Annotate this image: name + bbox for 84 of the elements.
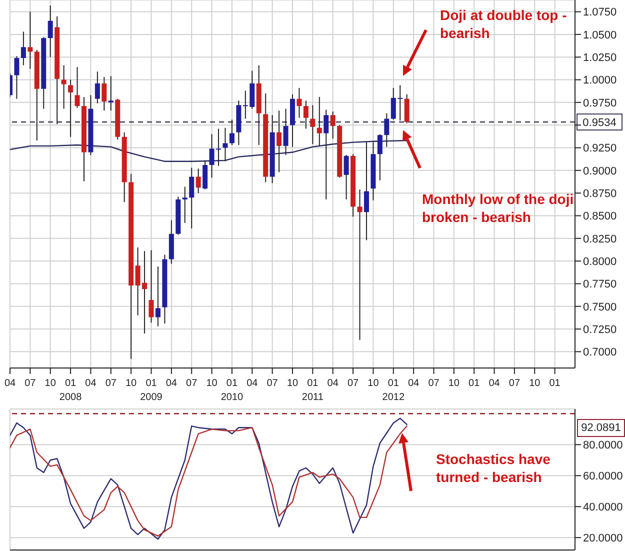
- candlestick: [94, 71, 100, 104]
- candlestick: [310, 104, 316, 145]
- y-tick-label: 0.9000: [583, 165, 617, 178]
- x-tick-label: 10: [448, 378, 460, 389]
- y-tick-label: 0.7750: [583, 278, 617, 291]
- candlestick: [155, 266, 160, 327]
- y-tick-label: 0.7000: [583, 346, 617, 359]
- candlestick: [377, 134, 382, 181]
- candlestick: [28, 11, 33, 70]
- annotation: Stochastics have turned - bearish: [436, 450, 552, 486]
- y-tick-label: 0.8250: [583, 233, 617, 246]
- x-tick-label: 04: [166, 378, 178, 389]
- y-tick-label: 0.8750: [583, 188, 617, 200]
- y-tick-label: 40.0000: [583, 502, 623, 514]
- y-tick-label: 0.9250: [583, 142, 617, 155]
- y-tick-label: 60.0000: [583, 470, 623, 483]
- y-tick-label: 1.0750: [583, 6, 617, 19]
- x-tick-label: 10: [286, 378, 298, 389]
- y-tick-label: 0.8000: [583, 256, 617, 268]
- candlestick: [330, 110, 336, 140]
- x-tick-label: 01: [549, 378, 561, 389]
- candlestick: [189, 167, 194, 229]
- y-tick-label: 0.7500: [583, 301, 617, 314]
- candlestick: [324, 109, 329, 200]
- x-tick-label: 07: [508, 378, 520, 389]
- x-tick-label: 07: [105, 378, 117, 389]
- y-tick-label: 80.0000: [583, 440, 623, 452]
- candlestick: [196, 168, 201, 194]
- candlestick: [148, 250, 154, 324]
- text: 92.0891: [577, 419, 625, 437]
- candlestick: [102, 76, 107, 112]
- x-tick-label: 04: [408, 378, 420, 389]
- x-tick-label: 01 2011: [302, 378, 324, 403]
- candlestick: [357, 188, 362, 340]
- candlestick: [296, 87, 302, 118]
- y-tick-label: 1.0000: [583, 74, 617, 87]
- candlestick: [48, 4, 53, 58]
- x-tick-label: 01 2010: [220, 378, 244, 403]
- x-tick-label: 04: [85, 378, 97, 389]
- candlestick: [222, 127, 228, 162]
- candlestick: [61, 64, 66, 110]
- x-tick-label: 04: [488, 378, 500, 389]
- x-tick-label: 10: [206, 378, 218, 389]
- candlestick: [364, 142, 369, 241]
- x-tick-label: 04: [327, 378, 339, 389]
- x-tick-label: 01: [468, 378, 480, 389]
- candlestick: [68, 79, 74, 138]
- y-tick-label: 1.0500: [583, 29, 617, 42]
- y-tick-label: 20.0000: [583, 532, 623, 545]
- candlestick: [283, 108, 288, 156]
- candlestick: [14, 56, 20, 100]
- candlestick: [229, 119, 234, 146]
- x-tick-label: 01 2009: [140, 378, 163, 403]
- candlestick: [384, 112, 390, 148]
- y-tick-label: 0.8500: [583, 210, 617, 223]
- x-tick-label: 10: [529, 378, 541, 389]
- x-tick-label: 07: [186, 378, 198, 389]
- x-tick-label: 10: [368, 378, 380, 389]
- annotation: Monthly low of the doji broken - bearish: [422, 191, 574, 225]
- ref-line-label: 0.9534: [582, 117, 616, 129]
- candlestick: [182, 186, 188, 224]
- candlestick: [276, 110, 282, 173]
- candlestick: [344, 154, 349, 200]
- candlestick: [404, 94, 410, 124]
- x-tick-label: 01 2012: [382, 378, 405, 403]
- candlestick: [202, 160, 208, 190]
- x-tick-label: 07: [347, 378, 360, 389]
- candlestick: [316, 96, 322, 146]
- candlestick: [108, 76, 114, 112]
- candlestick: [74, 66, 80, 108]
- x-tick-label: 01 2008: [59, 378, 82, 403]
- y-tick-label: 1.0250: [583, 52, 617, 64]
- x-tick-label: 07: [428, 378, 440, 389]
- candlestick: [303, 100, 308, 130]
- x-tick-label: 07: [266, 378, 278, 389]
- x-tick-label: 10: [44, 378, 56, 389]
- x-tick-label: 07: [24, 378, 36, 389]
- y-tick-label: 0.9750: [583, 97, 617, 110]
- x-tick-label: 04: [246, 378, 258, 389]
- y-tick-label: 0.7250: [583, 324, 617, 336]
- x-tick-label: 04: [4, 378, 16, 389]
- x-tick-label: 10: [126, 378, 138, 389]
- annotation: Doji at double top - bearish: [440, 7, 567, 41]
- candlestick: [20, 31, 26, 66]
